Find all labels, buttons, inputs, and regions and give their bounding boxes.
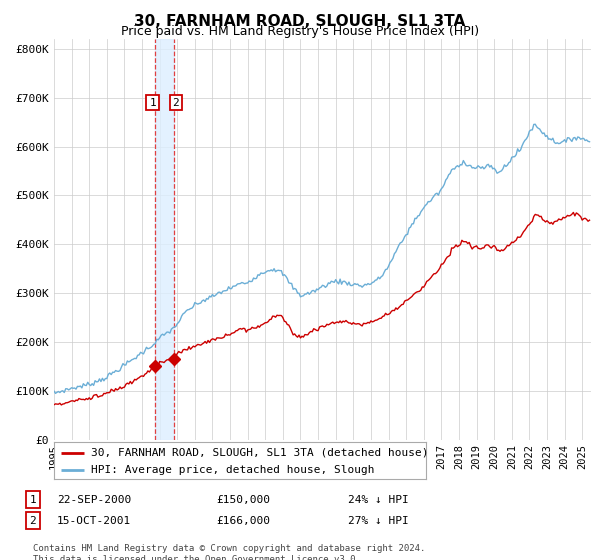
Text: 1: 1 — [29, 494, 37, 505]
Text: 30, FARNHAM ROAD, SLOUGH, SL1 3TA: 30, FARNHAM ROAD, SLOUGH, SL1 3TA — [134, 14, 466, 29]
Text: 24% ↓ HPI: 24% ↓ HPI — [348, 494, 409, 505]
Text: 15-OCT-2001: 15-OCT-2001 — [57, 516, 131, 526]
Text: HPI: Average price, detached house, Slough: HPI: Average price, detached house, Slou… — [91, 465, 374, 475]
Text: 2: 2 — [29, 516, 37, 526]
Text: Contains HM Land Registry data © Crown copyright and database right 2024.
This d: Contains HM Land Registry data © Crown c… — [33, 544, 425, 560]
Text: 30, FARNHAM ROAD, SLOUGH, SL1 3TA (detached house): 30, FARNHAM ROAD, SLOUGH, SL1 3TA (detac… — [91, 447, 428, 458]
Text: 1: 1 — [149, 97, 156, 108]
Bar — [155, 39, 173, 440]
Text: 2: 2 — [172, 97, 179, 108]
Text: £166,000: £166,000 — [216, 516, 270, 526]
Text: 27% ↓ HPI: 27% ↓ HPI — [348, 516, 409, 526]
Text: Price paid vs. HM Land Registry's House Price Index (HPI): Price paid vs. HM Land Registry's House … — [121, 25, 479, 38]
Text: £150,000: £150,000 — [216, 494, 270, 505]
Text: 22-SEP-2000: 22-SEP-2000 — [57, 494, 131, 505]
